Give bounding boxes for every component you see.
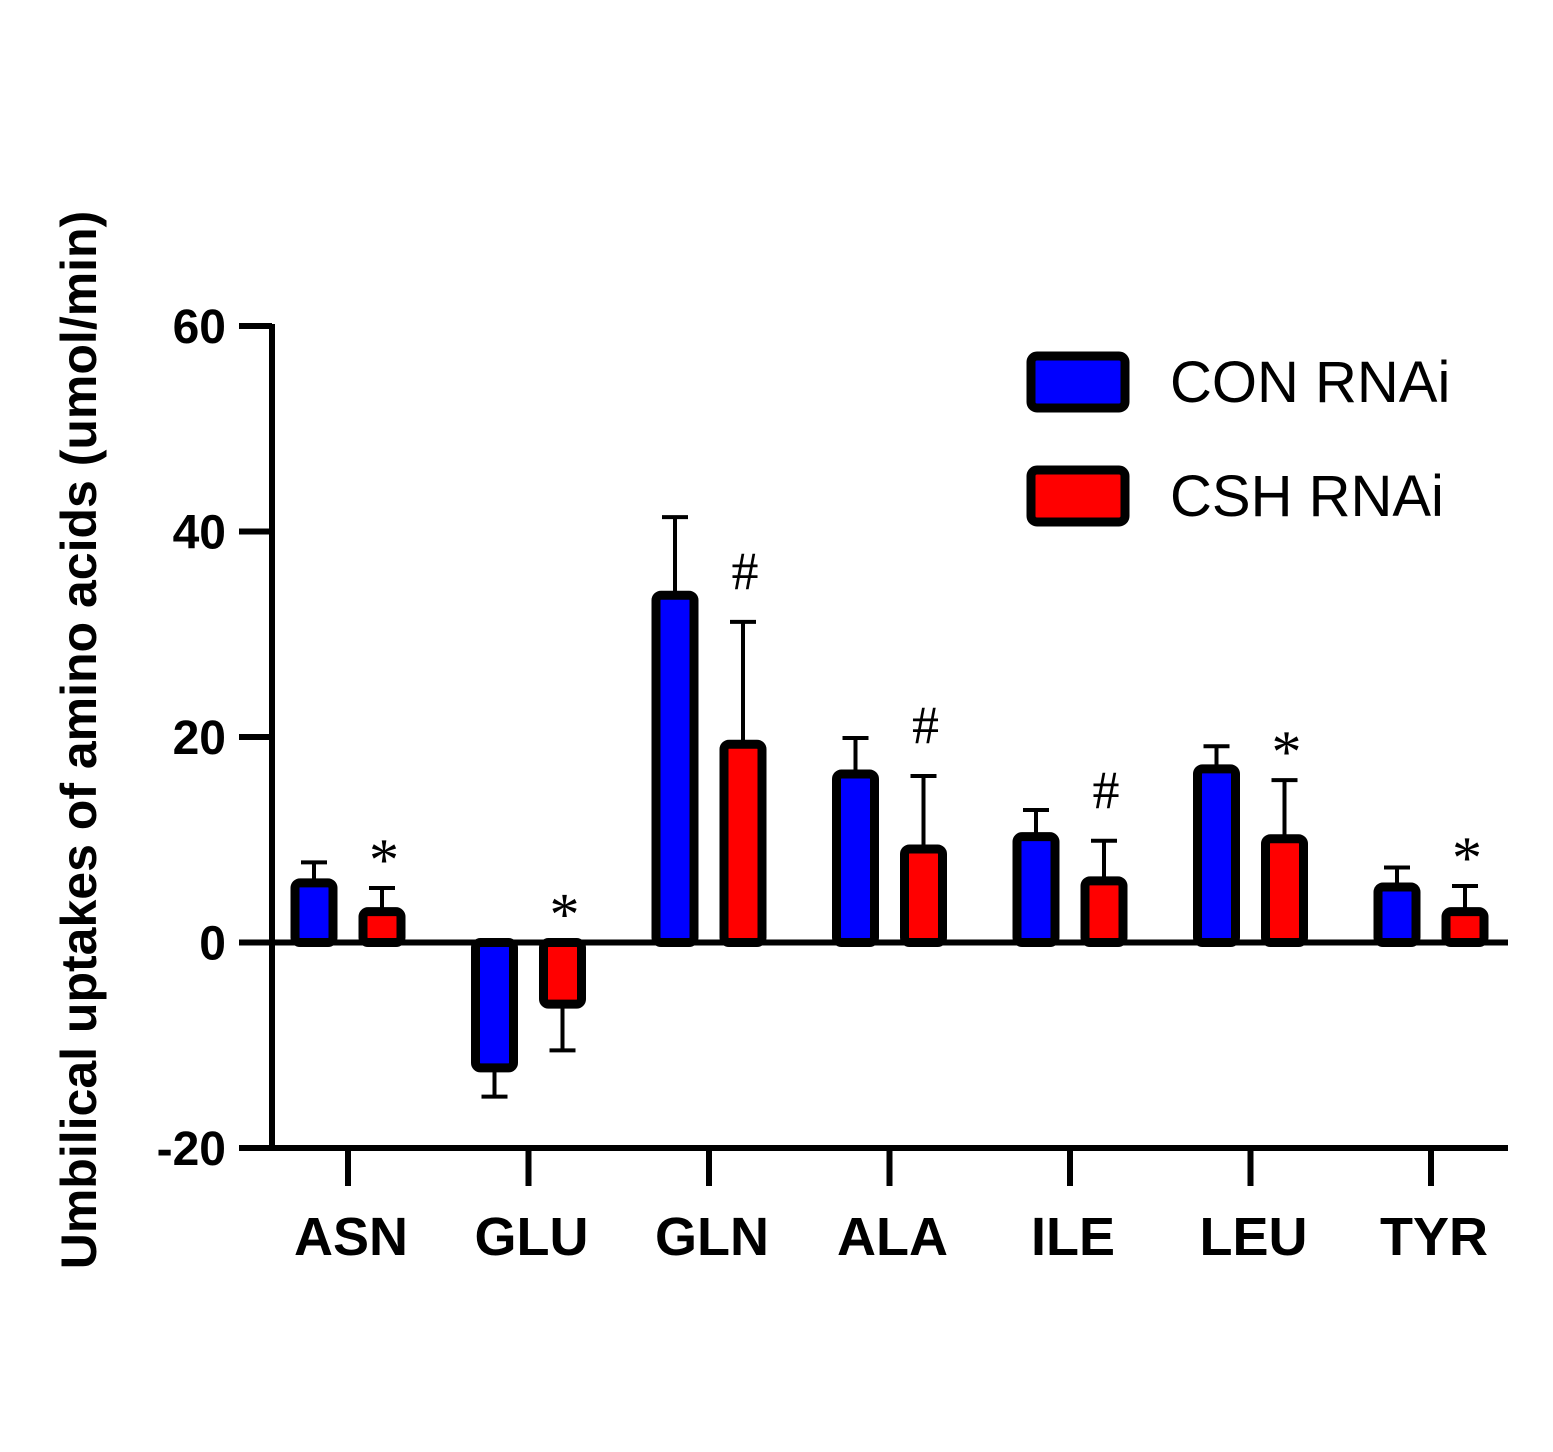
bar-csh-ile — [1080, 876, 1128, 947]
bar-con-ala — [832, 769, 879, 947]
y-axis-title-group: Umbilical uptakes of amino acids (umol/m… — [51, 211, 107, 1270]
x-tick-label-leu: LEU — [1200, 1207, 1308, 1267]
y-tick-label: -20 — [157, 1123, 226, 1176]
significance-star: * — [369, 827, 399, 893]
bar-csh-gln — [719, 739, 767, 947]
ticks-layer: -20 0 20 40 60 ASN GLU GLN ALA ILE LEU TYR — [157, 301, 1488, 1267]
bar-con-ile — [1012, 832, 1060, 947]
legend-swatch-csh — [1026, 465, 1130, 527]
bar-csh-asn — [358, 907, 406, 947]
y-axis-title: Umbilical uptakes of amino acids (umol/m… — [51, 211, 107, 1270]
legend-label-csh: CSH RNAi — [1170, 464, 1444, 529]
bar-csh-glu — [539, 938, 586, 1009]
significance-star: * — [550, 882, 580, 948]
x-tick-label-tyr: TYR — [1380, 1207, 1488, 1267]
legend-swatch-con — [1026, 351, 1130, 413]
bar-csh-tyr — [1441, 907, 1489, 947]
x-tick-label-ala: ALA — [837, 1207, 948, 1267]
y-tick-label: 0 — [199, 918, 226, 971]
significance-hash: # — [732, 541, 759, 601]
y-tick-label: 60 — [173, 301, 226, 354]
bar-con-tyr — [1373, 882, 1421, 948]
y-tick-label: 40 — [173, 507, 226, 560]
legend-label-con: CON RNAi — [1170, 350, 1450, 415]
significance-hash: # — [1093, 760, 1120, 820]
bar-con-gln — [651, 590, 699, 948]
bar-csh-ala — [900, 844, 947, 947]
bar-con-asn — [290, 878, 338, 948]
x-tick-label-glu: GLU — [475, 1207, 589, 1267]
bar-con-leu — [1193, 764, 1240, 947]
bar-csh-leu — [1261, 834, 1308, 947]
annotations-layer: * * # # # * * — [369, 541, 1482, 948]
x-tick-label-asn: ASN — [294, 1207, 408, 1267]
bars-layer — [290, 515, 1489, 1099]
x-tick-label-gln: GLN — [655, 1207, 769, 1267]
significance-star: * — [1452, 825, 1482, 891]
axes-layer — [269, 324, 1508, 1151]
legend: CON RNAi CSH RNAi — [1026, 350, 1450, 529]
x-tick-label-ile: ILE — [1031, 1207, 1115, 1267]
bar-con-glu — [471, 938, 518, 1073]
significance-star: * — [1272, 719, 1302, 785]
y-tick-label: 20 — [173, 712, 226, 765]
significance-hash: # — [912, 695, 939, 755]
